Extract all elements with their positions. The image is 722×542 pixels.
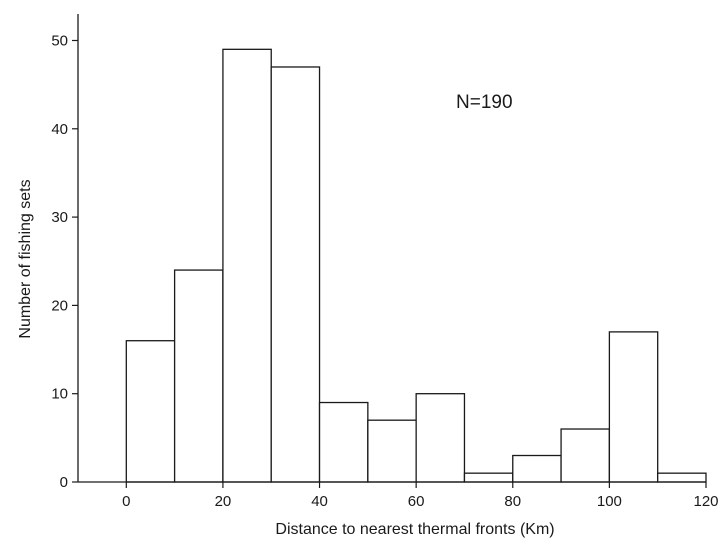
x-tick-label: 0 (122, 493, 130, 510)
bars-layer (125, 48, 707, 483)
ticks-layer: 0 20 40 60 80 100 120 0 10 20 30 40 50 (51, 32, 718, 510)
histogram-bar (463, 472, 514, 483)
histogram-bar (125, 340, 176, 483)
x-tick-label: 80 (504, 493, 521, 510)
y-tick-label: 10 (51, 386, 68, 403)
histogram-bar (657, 472, 707, 483)
y-tick-label: 0 (60, 474, 68, 491)
histogram-bar (512, 454, 562, 483)
histogram-bar (173, 269, 224, 483)
sample-size-annotation: N=190 (456, 92, 513, 113)
x-tick-label: 120 (693, 493, 718, 510)
axes-layer (77, 14, 706, 483)
histogram-bar (270, 66, 321, 483)
y-tick-label: 50 (51, 32, 68, 49)
y-tick-label: 30 (51, 209, 68, 226)
histogram-bar (367, 419, 417, 483)
x-tick-label: 60 (408, 493, 425, 510)
histogram-bar (560, 428, 611, 483)
x-tick-label: 40 (311, 493, 328, 510)
histogram-bar (415, 393, 466, 483)
x-tick-label: 100 (597, 493, 622, 510)
histogram-bar (608, 331, 659, 483)
y-tick-label: 40 (51, 121, 68, 138)
y-tick-label: 20 (51, 297, 68, 314)
y-axis-title: Number of fishing sets (17, 179, 34, 338)
x-axis-title: Distance to nearest thermal fronts (Km) (275, 521, 554, 538)
x-tick-label: 20 (215, 493, 232, 510)
histogram-bar (318, 401, 369, 483)
histogram-bar (222, 48, 272, 483)
